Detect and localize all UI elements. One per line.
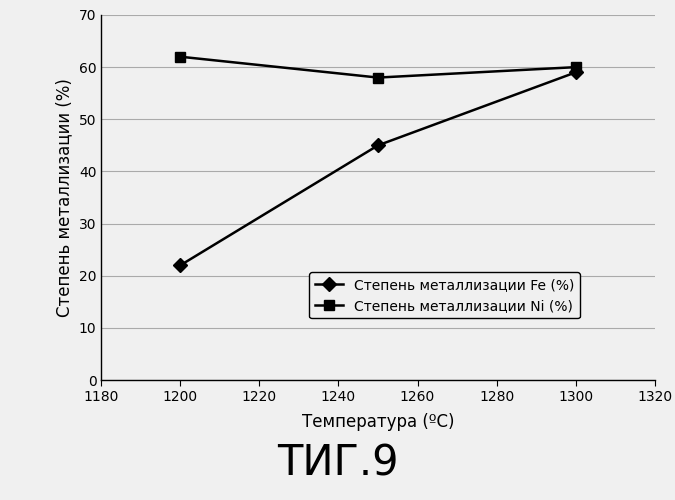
Степень металлизации Fe (%) (374, 142, 382, 148)
Legend: Степень металлизации Fe (%), Степень металлизации Ni (%): Степень металлизации Fe (%), Степень мет… (309, 272, 580, 318)
Степень металлизации Fe (%) (176, 262, 184, 268)
Степень металлизации Ni (%) (374, 74, 382, 80)
Text: ΤИГ.9: ΤИГ.9 (277, 443, 398, 485)
Степень металлизации Fe (%) (572, 70, 580, 75)
Степень металлизации Ni (%) (176, 54, 184, 60)
Степень металлизации Ni (%) (572, 64, 580, 70)
Line: Степень металлизации Ni (%): Степень металлизации Ni (%) (176, 52, 580, 82)
Y-axis label: Степень металлизации (%): Степень металлизации (%) (55, 78, 73, 317)
X-axis label: Температура (ºC): Температура (ºC) (302, 413, 454, 430)
Line: Степень металлизации Fe (%): Степень металлизации Fe (%) (176, 68, 580, 270)
